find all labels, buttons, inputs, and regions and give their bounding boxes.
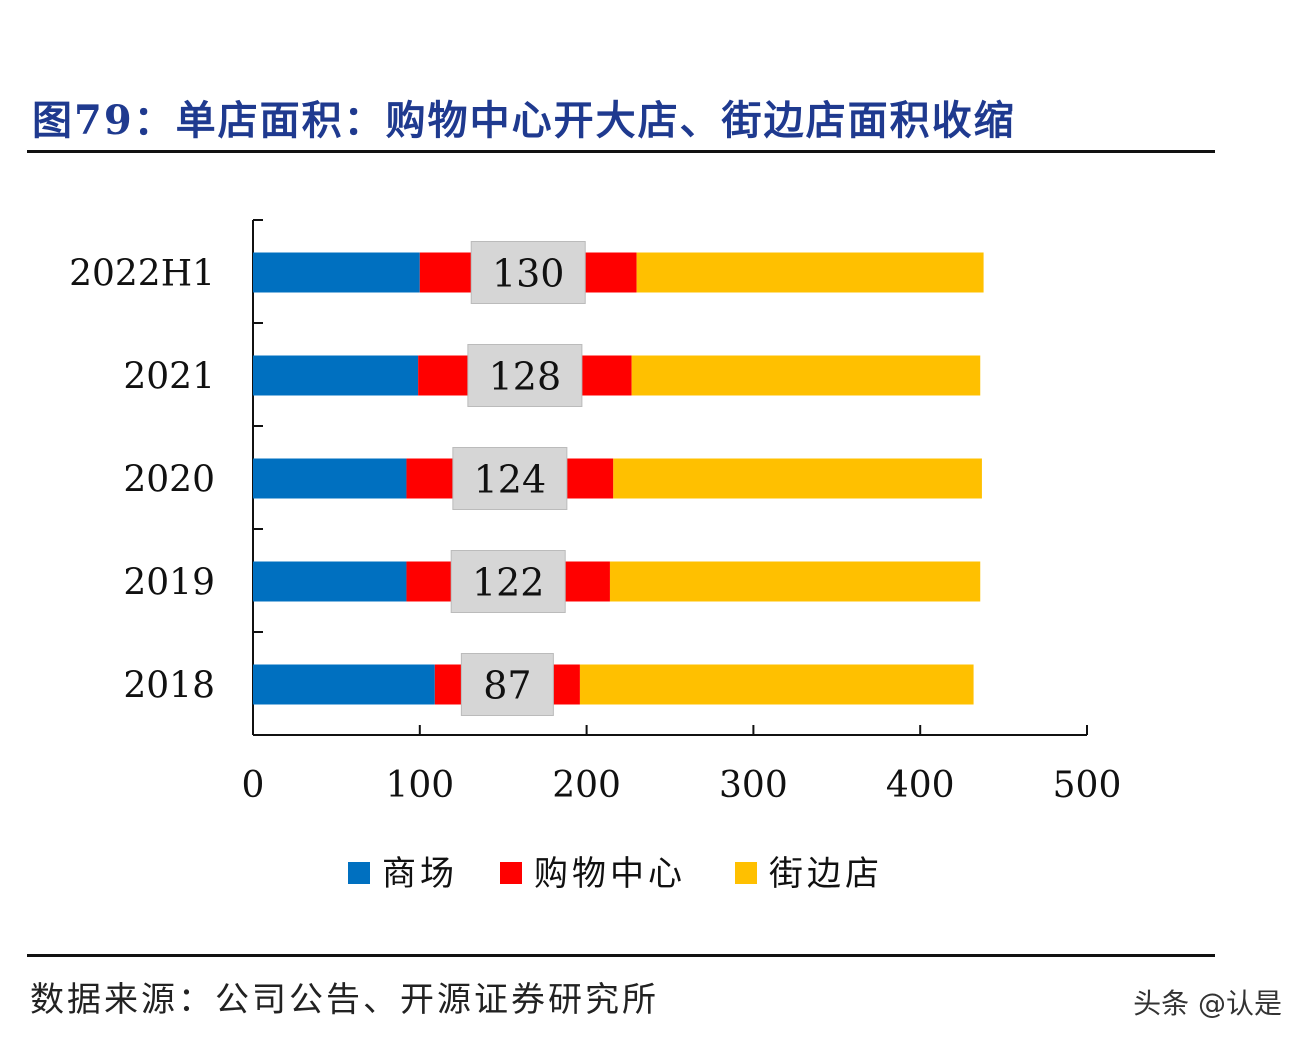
data-label: 124: [474, 458, 547, 502]
y-tick-label: 2018: [123, 666, 215, 707]
data-label-box: [467, 344, 583, 407]
chart-title: 图79：单店面积：购物中心开大店、街边店面积收缩: [32, 97, 1016, 144]
data-label-box: [452, 447, 568, 510]
data-label: 130: [492, 252, 565, 296]
y-tick-label: 2021: [123, 357, 215, 398]
bar-2: [631, 355, 981, 396]
bar-0: [253, 355, 419, 396]
legend-swatch: [500, 862, 522, 884]
legend-swatch: [348, 862, 370, 884]
data-label: 128: [489, 355, 562, 399]
bar-0: [253, 561, 407, 602]
data-label: 87: [483, 664, 531, 708]
title-rule: [27, 150, 1215, 153]
source-note: 数据来源：公司公告、开源证券研究所: [30, 980, 659, 1020]
data-label-box: [460, 653, 554, 716]
data-label: 122: [472, 561, 545, 605]
x-tick-label: 100: [385, 765, 454, 806]
bar-0: [253, 252, 420, 293]
data-label-box: [450, 550, 566, 613]
x-tick-label: 500: [1053, 765, 1122, 806]
bar-2: [636, 252, 984, 293]
bar-0: [253, 458, 407, 499]
legend-label: 购物中心: [534, 854, 686, 894]
x-tick-label: 400: [886, 765, 955, 806]
legend-label: 街边店: [769, 854, 883, 894]
source-rule: [27, 954, 1215, 957]
bar-2: [579, 664, 974, 705]
y-tick-label: 2019: [123, 563, 215, 604]
bar-0: [253, 664, 435, 705]
data-label-box: [470, 241, 586, 304]
bar-2: [613, 458, 982, 499]
x-tick-label: 0: [242, 765, 265, 806]
x-tick-label: 200: [552, 765, 621, 806]
y-tick-label: 2022H1: [69, 254, 215, 295]
bar-2: [609, 561, 981, 602]
y-tick-label: 2020: [123, 460, 215, 501]
watermark: 头条 @认是: [1133, 987, 1282, 1020]
legend-label: 商场: [382, 854, 458, 894]
legend-swatch: [735, 862, 757, 884]
x-tick-label: 300: [719, 765, 788, 806]
